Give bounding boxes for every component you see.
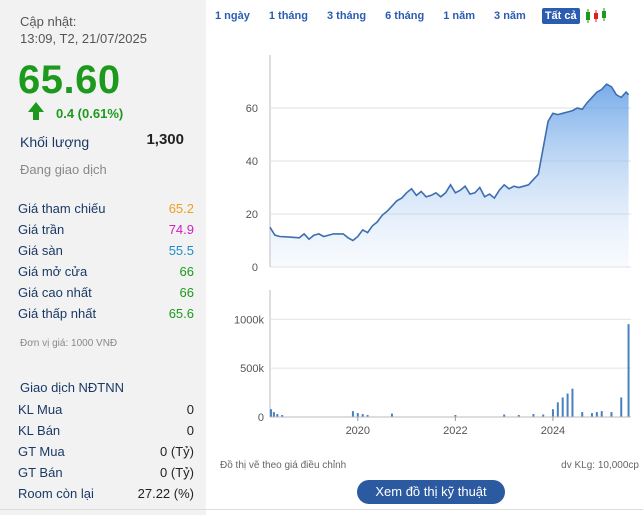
price-row-label: Giá cao nhất — [18, 285, 92, 300]
unit-note: Đơn vị giá: 1000 VNĐ — [20, 338, 118, 349]
foreign-row-value: 0 — [186, 402, 194, 417]
volume-bar — [361, 414, 364, 417]
volume-tick-label: 500k — [240, 363, 264, 375]
price-change: 0.4 (0.61%) — [28, 102, 124, 121]
volume-bar — [454, 415, 457, 417]
price-row-value: 65.6 — [168, 306, 194, 321]
quote-panel: Cập nhật: 13:09, T2, 21/07/2025 65.60 0.… — [0, 0, 206, 515]
price-area — [270, 84, 629, 267]
chart-footnote: Đồ thị vẽ theo giá điều chỉnh — [220, 460, 347, 471]
price-row-value: 65.2 — [168, 201, 194, 216]
price-row-value: 74.9 — [168, 222, 194, 237]
price-row-value: 55.5 — [168, 243, 194, 258]
volume-bar — [620, 397, 623, 417]
tab-6-months[interactable]: 6 tháng — [385, 10, 425, 22]
current-price: 65.60 — [18, 58, 121, 102]
price-row-ceiling: Giá trần 74.9 — [18, 222, 194, 237]
volume-bar — [561, 397, 564, 417]
price-line — [269, 83, 630, 242]
volume-bar — [595, 412, 598, 417]
volume-bar — [276, 414, 279, 417]
foreign-row-value: 0 (Tỷ) — [160, 465, 194, 480]
foreign-row-sell-value: GT Bán 0 (Tỷ) — [18, 465, 194, 480]
price-row-label: Giá thấp nhất — [18, 306, 97, 321]
price-change-text: 0.4 (0.61%) — [56, 105, 124, 121]
foreign-row-room: Room còn lại 27.22 (%) — [18, 486, 194, 501]
volume-bar — [627, 324, 630, 417]
foreign-row-label: GT Bán — [18, 465, 63, 480]
foreign-row-value: 27.22 (%) — [137, 486, 194, 501]
volume-bar — [351, 411, 354, 417]
price-tick-label: 20 — [246, 209, 258, 221]
trading-status: Đang giao dịch — [20, 162, 107, 177]
tab-1-year[interactable]: 1 năm — [443, 10, 476, 22]
volume-bar — [269, 409, 272, 417]
technical-chart-button[interactable]: Xem đồ thị kỹ thuật — [357, 480, 505, 504]
foreign-row-label: Room còn lại — [18, 486, 94, 501]
price-tick-label: 40 — [246, 156, 258, 168]
volume-bar — [551, 409, 554, 417]
volume-bar — [581, 412, 584, 417]
update-time: 13:09, T2, 21/07/2025 — [20, 31, 147, 46]
volume-bar — [600, 411, 603, 417]
volume-tick-label: 1000k — [234, 314, 264, 326]
tab-3-years[interactable]: 3 năm — [494, 10, 526, 22]
price-row-label: Giá sàn — [18, 243, 63, 258]
price-row-reference: Giá tham chiếu 65.2 — [18, 201, 194, 216]
foreign-row-label: GT Mua — [18, 444, 65, 459]
volume-tick-label: 0 — [258, 412, 264, 424]
foreign-row-label: KL Mua — [18, 402, 63, 417]
stock-chart: 0 20 40 60 0 500k 1000k 2020 2022 2024 — [234, 55, 631, 437]
volume-bar — [566, 393, 569, 417]
foreign-row-label: KL Bán — [18, 423, 61, 438]
foreign-row-value: 0 — [186, 423, 194, 438]
volume-bar — [610, 412, 613, 417]
price-row-value: 66 — [179, 285, 194, 300]
x-tick-label: 2020 — [346, 425, 370, 437]
price-row-floor: Giá sàn 55.5 — [18, 243, 194, 258]
price-tick-label: 0 — [252, 262, 258, 274]
volume-bar — [503, 414, 506, 417]
volume-bar — [390, 413, 393, 417]
update-label: Cập nhật: — [20, 14, 77, 29]
volume-bar — [542, 414, 545, 417]
tab-all[interactable]: Tất cả — [541, 8, 580, 24]
foreign-row-buy-value: GT Mua 0 (Tỷ) — [18, 444, 194, 459]
volume-bar — [366, 415, 369, 417]
price-row-open: Giá mở cửa 66 — [18, 264, 194, 279]
volume-value: 1,300 — [146, 131, 184, 148]
price-row-label: Giá trần — [18, 222, 65, 237]
volume-bar — [556, 402, 559, 417]
volume-bar — [571, 388, 574, 417]
tab-1-month[interactable]: 1 tháng — [268, 10, 308, 22]
price-row-high: Giá cao nhất 66 — [18, 285, 194, 300]
price-row-value: 66 — [179, 264, 194, 279]
price-tick-label: 60 — [246, 103, 258, 115]
candlestick-icon[interactable] — [584, 8, 608, 24]
volume-bar — [281, 415, 284, 417]
bottom-divider — [0, 509, 643, 510]
volume-unit-note: dv KLg: 10,000cp — [561, 460, 639, 471]
x-tick-label: 2022 — [443, 425, 467, 437]
foreign-trading-title: Giao dịch NĐTNN — [20, 380, 125, 395]
volume-bar — [590, 413, 593, 417]
tab-1-day[interactable]: 1 ngày — [215, 10, 250, 22]
x-tick-label: 2024 — [541, 425, 565, 437]
price-row-label: Giá tham chiếu — [18, 201, 106, 216]
tab-3-months[interactable]: 3 tháng — [326, 10, 367, 22]
volume-bar — [532, 414, 535, 417]
foreign-row-sell-volume: KL Bán 0 — [18, 423, 194, 438]
price-row-low: Giá thấp nhất 65.6 — [18, 306, 194, 321]
volume-bar — [272, 412, 275, 417]
foreign-row-value: 0 (Tỷ) — [160, 444, 194, 459]
volume-bar — [356, 413, 359, 417]
foreign-row-buy-volume: KL Mua 0 — [18, 402, 194, 417]
price-row-label: Giá mở cửa — [18, 264, 88, 279]
volume-bar — [517, 415, 520, 417]
time-range-tabs: 1 ngày 1 tháng 3 tháng 6 tháng 1 năm 3 n… — [212, 8, 608, 24]
arrow-up-icon — [28, 102, 44, 121]
volume-label: Khối lượng — [20, 134, 90, 150]
